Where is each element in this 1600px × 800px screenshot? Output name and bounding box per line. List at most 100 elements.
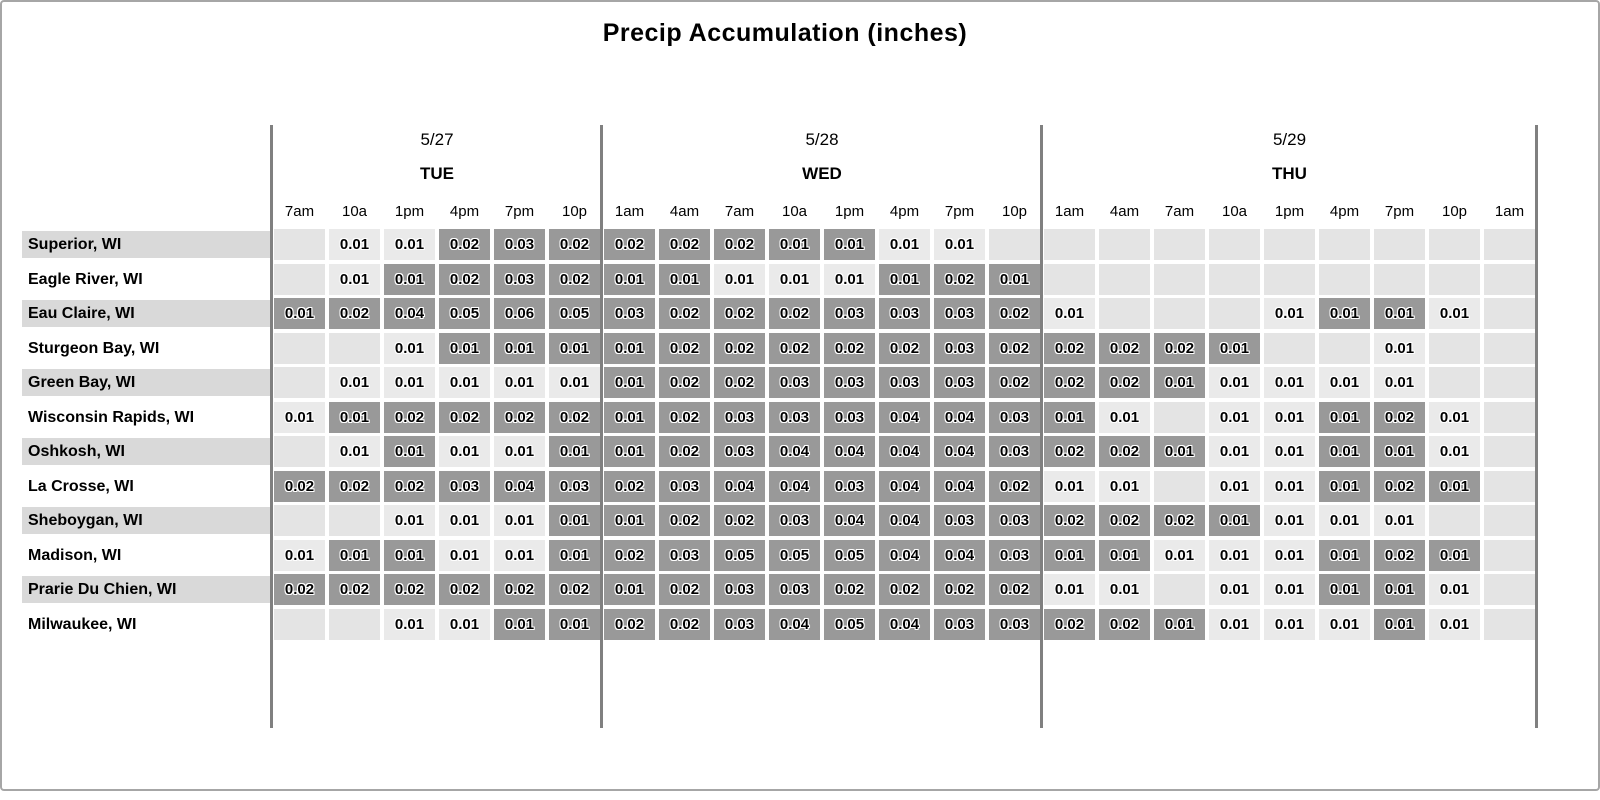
heatmap-cell: 0.01 [1429,298,1480,329]
heatmap-cell: 0.01 [384,367,435,398]
time-label: 10a [341,203,368,220]
heatmap-cell: 0.04 [769,608,820,640]
heatmap-cell: 0.03 [989,608,1040,640]
heatmap-cell: 0.01 [494,608,545,640]
heatmap-cell: 0.02 [439,401,490,433]
heatmap-cell: 0.04 [769,436,820,467]
heatmap-cell: 0.01 [1044,401,1095,433]
heatmap-cell: 0.01 [1429,608,1480,640]
heatmap-cell: 0.01 [1374,574,1425,605]
time-label: 10a [781,203,808,220]
heatmap-cell: 0.03 [494,263,545,295]
heatmap-cell: 0.01 [549,332,600,364]
heatmap-cell [1484,574,1535,605]
heatmap-cell [1264,332,1315,364]
heatmap-cell: 0.05 [769,539,820,571]
heatmap-cell: 0.01 [1099,470,1150,502]
heatmap-cell: 0.02 [989,367,1040,398]
heatmap-cell: 0.02 [1044,505,1095,536]
chart-title: Precip Accumulation (inches) [602,19,968,47]
heatmap-cell: 0.01 [1099,574,1150,605]
heatmap-cell: 0.04 [934,470,985,502]
time-label: 7am [284,203,315,220]
row-label-city: Eau Claire, WI [22,300,270,327]
heatmap-cell: 0.01 [1319,574,1370,605]
heatmap-cell: 0.02 [1044,367,1095,398]
time-label: 7pm [1384,203,1415,220]
time-label: 7am [724,203,755,220]
heatmap-cell: 0.01 [1044,470,1095,502]
time-label: 1am [614,203,645,220]
time-label: 10p [561,203,588,220]
heatmap-cell: 0.02 [1374,470,1425,502]
heatmap-cell: 0.03 [934,505,985,536]
heatmap-cell: 0.01 [1319,470,1370,502]
heatmap-cell: 0.02 [494,574,545,605]
heatmap-cell [1429,263,1480,295]
row-label-city: Green Bay, WI [22,369,270,396]
heatmap-cell: 0.01 [1374,367,1425,398]
heatmap-cell: 0.01 [1154,608,1205,640]
heatmap-cell [274,608,325,640]
time-label: 10p [1441,203,1468,220]
row-label-city: La Crosse, WI [28,477,134,495]
heatmap-cell: 0.03 [824,401,875,433]
heatmap-cell: 0.02 [824,574,875,605]
heatmap-cell: 0.02 [549,263,600,295]
heatmap-cell: 0.02 [549,574,600,605]
heatmap-cell: 0.02 [989,470,1040,502]
heatmap-cell [1374,263,1425,295]
heatmap-cell: 0.01 [1374,505,1425,536]
heatmap-cell: 0.01 [1044,574,1095,605]
heatmap-cell: 0.02 [659,367,710,398]
heatmap-cell: 0.03 [824,298,875,329]
heatmap-cell: 0.01 [1209,470,1260,502]
heatmap-cell: 0.01 [934,229,985,260]
heatmap-cell: 0.02 [1154,505,1205,536]
day-separator-line [269,125,273,728]
heatmap-cell: 0.01 [1319,367,1370,398]
heatmap-cell: 0.03 [989,401,1040,433]
heatmap-cell: 0.02 [934,574,985,605]
heatmap-cell: 0.01 [1319,298,1370,329]
heatmap-cell: 0.04 [879,539,930,571]
heatmap-cell [329,332,380,364]
heatmap-cell [1154,470,1205,502]
time-label: 1pm [1274,203,1305,220]
heatmap-cell: 0.02 [1374,401,1425,433]
heatmap-cell: 0.01 [1209,401,1260,433]
heatmap-cell: 0.03 [769,367,820,398]
heatmap-cell: 0.01 [1319,539,1370,571]
heatmap-cell [1429,332,1480,364]
heatmap-cell [1429,505,1480,536]
heatmap-cell: 0.04 [934,436,985,467]
heatmap-cell: 0.01 [1374,298,1425,329]
time-label: 4am [669,203,700,220]
heatmap-cell [1154,401,1205,433]
heatmap-cell: 0.02 [659,436,710,467]
heatmap-cell: 0.01 [494,367,545,398]
heatmap-cell [1374,229,1425,260]
heatmap-cell: 0.03 [604,298,655,329]
row-label-city: Sturgeon Bay, WI [28,339,160,357]
heatmap-cell: 0.01 [494,436,545,467]
heatmap-cell: 0.01 [1429,470,1480,502]
heatmap-cell: 0.01 [1209,436,1260,467]
heatmap-cell: 0.01 [329,401,380,433]
heatmap-cell: 0.01 [384,263,435,295]
heatmap-cell: 0.05 [439,298,490,329]
time-label: 1am [1494,203,1525,220]
heatmap-cell: 0.02 [604,539,655,571]
time-label: 10p [1001,203,1028,220]
row-label-city: Superior, WI [22,231,270,258]
time-label: 4pm [889,203,920,220]
heatmap-cell: 0.04 [384,298,435,329]
heatmap-cell: 0.03 [659,539,710,571]
heatmap-cell: 0.01 [824,229,875,260]
heatmap-cell: 0.02 [1374,539,1425,571]
heatmap-cell: 0.04 [769,470,820,502]
heatmap-cell: 0.01 [1264,574,1315,605]
row-label-city: Madison, WI [28,546,122,564]
heatmap-cell: 0.01 [494,332,545,364]
heatmap-cell: 0.03 [879,367,930,398]
